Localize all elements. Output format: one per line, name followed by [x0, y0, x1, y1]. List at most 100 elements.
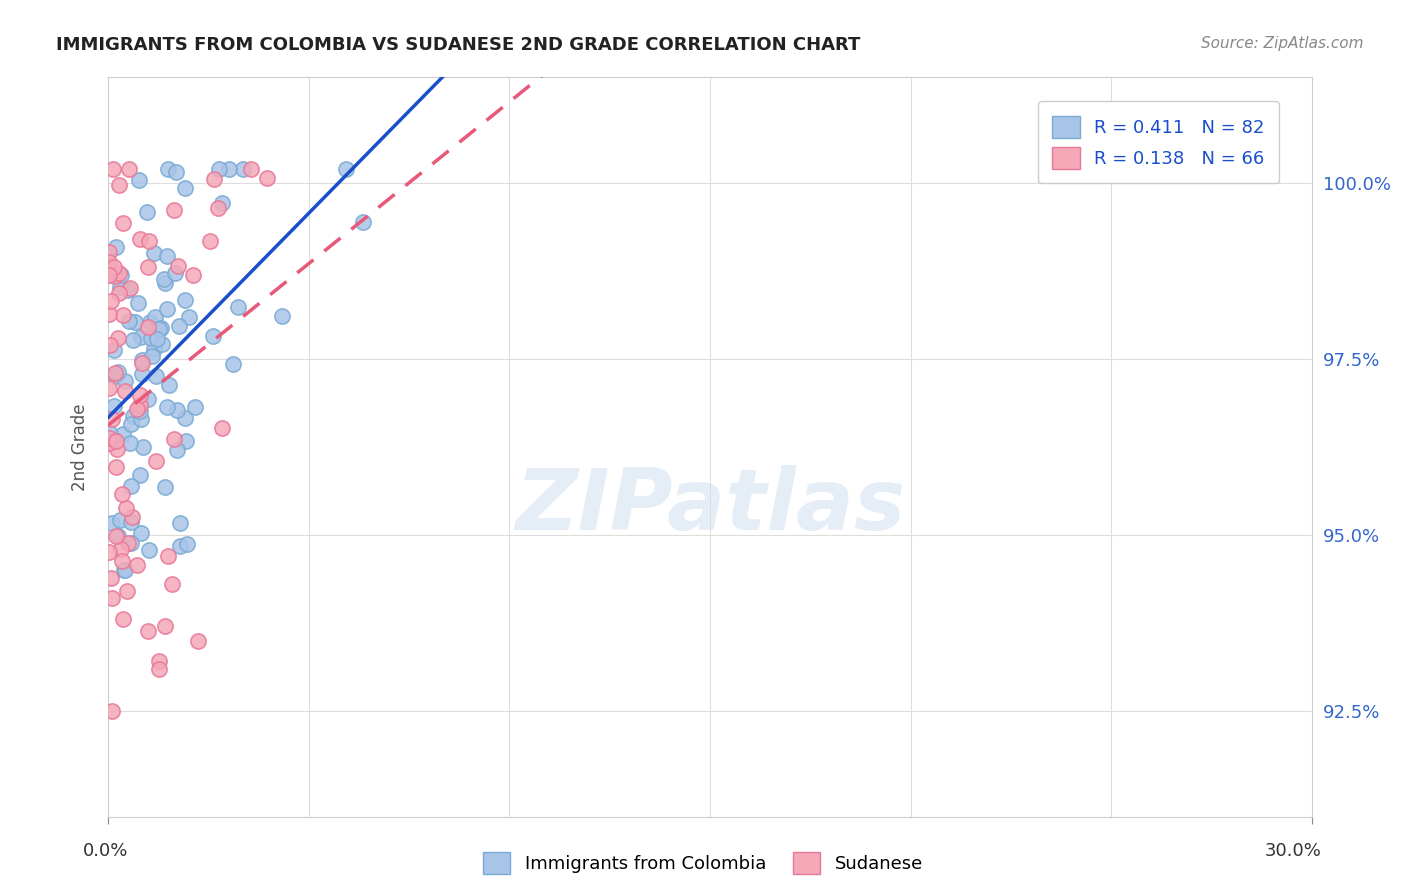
Point — [163, 432, 186, 446]
Point — [120, 479, 142, 493]
Point — [107, 529, 129, 543]
Point — [148, 662, 170, 676]
Point — [167, 319, 190, 334]
Point — [181, 268, 204, 282]
Point — [118, 161, 141, 176]
Point — [100, 570, 122, 584]
Point — [165, 165, 187, 179]
Point — [138, 234, 160, 248]
Point — [270, 309, 292, 323]
Point — [138, 543, 160, 558]
Point — [157, 377, 180, 392]
Point — [98, 338, 121, 352]
Point — [117, 536, 139, 550]
Point — [107, 365, 129, 379]
Point — [118, 314, 141, 328]
Point — [136, 392, 159, 406]
Point — [211, 421, 233, 435]
Point — [156, 249, 179, 263]
Point — [115, 500, 138, 515]
Point — [101, 161, 124, 176]
Point — [120, 281, 142, 295]
Point — [139, 331, 162, 345]
Point — [122, 333, 145, 347]
Point — [103, 343, 125, 358]
Point — [129, 388, 152, 402]
Point — [129, 467, 152, 482]
Point — [169, 539, 191, 553]
Point — [120, 515, 142, 529]
Point — [174, 434, 197, 448]
Point — [107, 266, 129, 280]
Point — [169, 516, 191, 530]
Legend: R = 0.411   N = 82, R = 0.138   N = 66: R = 0.411 N = 82, R = 0.138 N = 66 — [1038, 102, 1279, 183]
Point — [114, 374, 136, 388]
Point — [104, 240, 127, 254]
Point — [162, 576, 184, 591]
Point — [156, 302, 179, 317]
Point — [202, 329, 225, 343]
Point — [136, 624, 159, 639]
Point — [103, 400, 125, 414]
Point — [103, 260, 125, 274]
Point — [127, 558, 149, 572]
Point — [121, 417, 143, 431]
Point — [105, 442, 128, 456]
Point — [100, 591, 122, 605]
Point — [112, 426, 135, 441]
Point — [98, 425, 121, 439]
Point — [114, 563, 136, 577]
Point — [145, 454, 167, 468]
Point — [100, 516, 122, 530]
Point — [177, 310, 200, 325]
Point — [142, 342, 165, 356]
Text: Source: ZipAtlas.com: Source: ZipAtlas.com — [1201, 36, 1364, 51]
Point — [101, 412, 124, 426]
Point — [187, 633, 209, 648]
Text: IMMIGRANTS FROM COLOMBIA VS SUDANESE 2ND GRADE CORRELATION CHART: IMMIGRANTS FROM COLOMBIA VS SUDANESE 2ND… — [56, 36, 860, 54]
Point — [218, 161, 240, 176]
Point — [127, 401, 149, 416]
Legend: Immigrants from Colombia, Sudanese: Immigrants from Colombia, Sudanese — [474, 843, 932, 883]
Point — [198, 234, 221, 248]
Point — [101, 704, 124, 718]
Point — [105, 434, 128, 448]
Point — [173, 410, 195, 425]
Text: ZIPatlas: ZIPatlas — [515, 465, 905, 548]
Point — [139, 315, 162, 329]
Point — [131, 330, 153, 344]
Point — [128, 398, 150, 412]
Point — [166, 443, 188, 458]
Point — [131, 356, 153, 370]
Point — [207, 201, 229, 215]
Point — [145, 310, 167, 324]
Point — [131, 412, 153, 426]
Point — [166, 403, 188, 417]
Point — [104, 529, 127, 543]
Point — [108, 514, 131, 528]
Point — [128, 172, 150, 186]
Point — [129, 232, 152, 246]
Point — [112, 563, 135, 577]
Point — [141, 349, 163, 363]
Point — [97, 307, 120, 321]
Point — [111, 612, 134, 626]
Y-axis label: 2nd Grade: 2nd Grade — [72, 403, 89, 491]
Point — [110, 542, 132, 557]
Point — [97, 436, 120, 450]
Point — [153, 480, 176, 494]
Point — [136, 319, 159, 334]
Point — [208, 161, 231, 176]
Point — [104, 368, 127, 383]
Point — [138, 260, 160, 274]
Point — [132, 440, 155, 454]
Text: 30.0%: 30.0% — [1265, 842, 1322, 860]
Point — [108, 280, 131, 294]
Text: 0.0%: 0.0% — [83, 842, 128, 860]
Point — [136, 205, 159, 219]
Point — [131, 353, 153, 368]
Point — [97, 381, 120, 395]
Point — [122, 409, 145, 423]
Point — [115, 584, 138, 599]
Point — [131, 367, 153, 381]
